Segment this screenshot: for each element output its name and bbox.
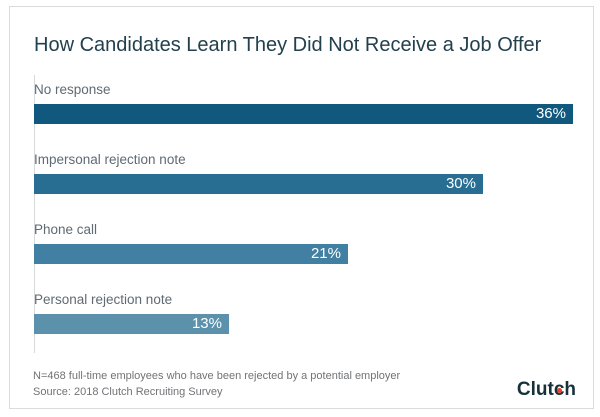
chart-title: How Candidates Learn They Did Not Receiv… bbox=[34, 34, 542, 56]
source-note: Source: 2018 Clutch Recruiting Survey bbox=[33, 385, 223, 398]
footer-notes: N=468 full-time employees who have been … bbox=[33, 369, 400, 400]
bar: 21% bbox=[34, 244, 348, 264]
bar: 36% bbox=[34, 104, 573, 124]
bar-category-label: Phone call bbox=[34, 222, 98, 237]
bar-group: No response 36% bbox=[34, 83, 573, 153]
bar-group: Phone call 21% bbox=[34, 223, 573, 293]
clutch-logo: Clutch bbox=[517, 380, 576, 400]
bar-value-label: 13% bbox=[191, 315, 222, 332]
bar-category-label: Personal rejection note bbox=[34, 292, 173, 307]
logo-red-dot-icon bbox=[557, 388, 562, 393]
sample-size-note: N=468 full-time employees who have been … bbox=[33, 370, 401, 382]
bar-value-label: 36% bbox=[535, 105, 566, 122]
chart-card: How Candidates Learn They Did Not Receiv… bbox=[9, 6, 594, 409]
bar-group: Impersonal rejection note 30% bbox=[34, 153, 573, 223]
bar: 30% bbox=[34, 174, 483, 194]
bar-chart-plot: No response 36% Impersonal rejection not… bbox=[34, 75, 573, 363]
bar-value-label: 21% bbox=[310, 245, 341, 262]
bar-value-label: 30% bbox=[445, 175, 476, 192]
bar: 13% bbox=[34, 314, 229, 334]
bar-category-label: No response bbox=[34, 82, 111, 97]
bar-group: Personal rejection note 13% bbox=[34, 293, 573, 363]
y-axis-line bbox=[34, 75, 35, 353]
clutch-logo-text: Clutch bbox=[516, 379, 576, 400]
bar-category-label: Impersonal rejection note bbox=[34, 152, 186, 167]
